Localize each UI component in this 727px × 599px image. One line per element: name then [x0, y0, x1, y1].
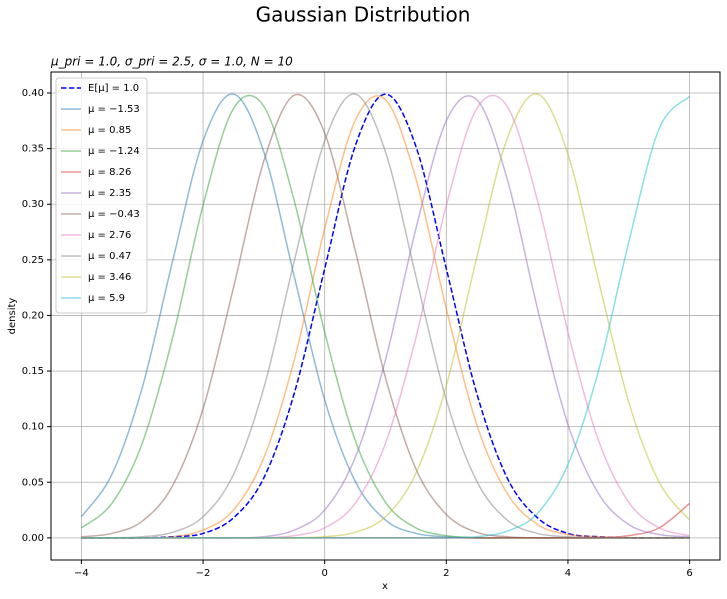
y-tick-label: 0.40 — [22, 88, 44, 99]
plot-frame — [50, 71, 721, 561]
legend-label: μ = 3.46 — [88, 272, 131, 283]
legend-label: μ = −1.53 — [88, 104, 140, 115]
legend-label: μ = 0.85 — [88, 125, 131, 136]
y-tick-label: 0.35 — [22, 144, 44, 155]
y-axis-label: density — [7, 298, 18, 335]
x-tick-label: −4 — [74, 568, 89, 579]
x-tick-label: 2 — [443, 568, 449, 579]
legend-label: E[μ] = 1.0 — [88, 83, 139, 94]
legend-label: μ = 2.76 — [88, 230, 131, 241]
x-axis-label: x — [382, 581, 388, 592]
series-line — [81, 93, 690, 539]
y-tick-label: 0.20 — [22, 310, 44, 321]
legend-label: μ = 2.35 — [88, 188, 131, 199]
chart-subtitle: μ_pri = 1.0, σ_pri = 2.5, σ = 1.0, N = 1… — [50, 55, 293, 69]
x-tick-label: 0 — [321, 568, 327, 579]
legend-box — [55, 77, 148, 314]
y-tick-label: 0.10 — [22, 422, 44, 433]
x-tick-label: 4 — [565, 568, 571, 579]
y-tick-label: 0.05 — [22, 477, 44, 488]
series-line — [81, 95, 690, 539]
legend-label: μ = 8.26 — [88, 167, 131, 178]
y-tick-label: 0.00 — [22, 533, 44, 544]
y-tick-label: 0.25 — [22, 255, 44, 266]
y-tick-label: 0.15 — [22, 366, 44, 377]
legend-label: μ = 5.9 — [88, 293, 125, 304]
chart-title: Gaussian Distribution — [256, 3, 471, 27]
x-tick-label: −2 — [196, 568, 211, 579]
legend-label: μ = −0.43 — [88, 209, 140, 220]
legend-label: μ = −1.24 — [88, 146, 140, 157]
legend-label: μ = 0.47 — [88, 251, 131, 262]
y-tick-label: 0.30 — [22, 199, 44, 210]
series-line — [81, 95, 691, 539]
series-line — [81, 93, 690, 539]
x-tick-label: 6 — [686, 568, 692, 579]
